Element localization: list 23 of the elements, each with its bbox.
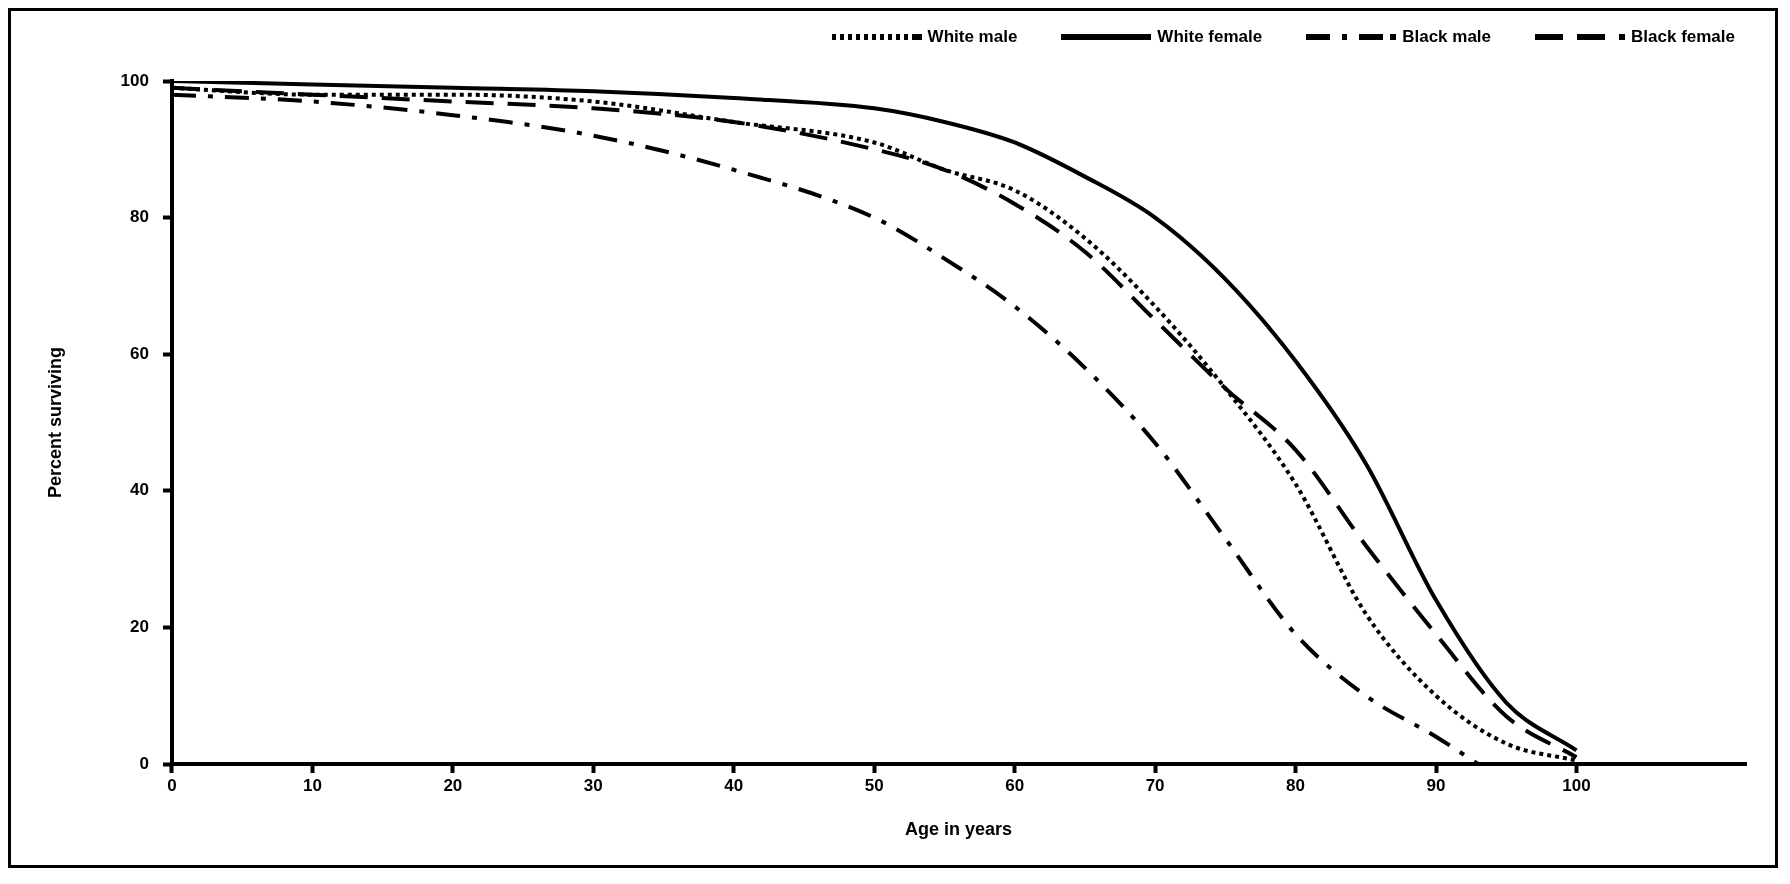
y-tick-label: 60 (130, 343, 149, 363)
legend-label: White female (1157, 27, 1263, 47)
x-tick-label: 50 (864, 775, 884, 795)
legend-label: White male (927, 27, 1018, 47)
y-axis-title: Percent surviving (44, 346, 65, 499)
legend-label: Black female (1631, 27, 1735, 47)
x-tick-label: 20 (443, 775, 463, 795)
x-tick-label: 30 (583, 775, 603, 795)
y-tick-label: 40 (130, 480, 149, 500)
x-tick-label: 80 (1286, 775, 1306, 795)
x-tick-label: 10 (302, 775, 322, 795)
x-tick-label: 70 (1145, 775, 1165, 795)
x-tick-label: 40 (724, 775, 744, 795)
x-tick-label: 0 (167, 775, 177, 795)
x-tick-label: 60 (1005, 775, 1025, 795)
y-tick-label: 100 (120, 70, 149, 90)
x-tick-label: 100 (1562, 775, 1591, 795)
x-axis-title: Age in years (904, 819, 1013, 840)
y-tick-label: 20 (130, 617, 149, 637)
y-tick-label: 80 (130, 207, 149, 227)
y-tick-label: 0 (139, 753, 149, 773)
legend-label: Black male (1402, 27, 1492, 47)
x-tick-label: 90 (1426, 775, 1446, 795)
